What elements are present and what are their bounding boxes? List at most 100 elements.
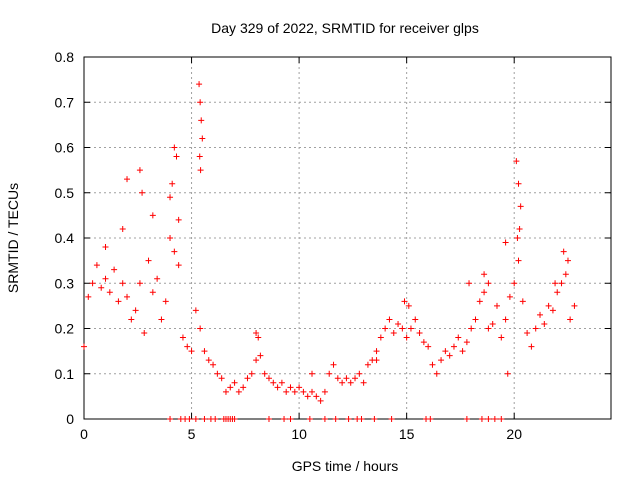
y-tick-label: 0.4	[55, 230, 75, 246]
data-point	[442, 348, 449, 355]
data-point	[459, 348, 466, 355]
data-point	[98, 284, 105, 291]
data-point	[455, 334, 462, 341]
y-tick-label: 0.8	[55, 49, 75, 65]
y-tick-label: 0.3	[55, 275, 75, 291]
data-point	[502, 239, 509, 246]
data-point	[463, 339, 470, 346]
data-point	[433, 370, 440, 377]
chart-title: Day 329 of 2022, SRMTID for receiver glp…	[211, 20, 479, 36]
data-point	[309, 370, 316, 377]
x-tick-label: 20	[506, 426, 522, 442]
data-point	[291, 388, 298, 395]
data-point	[171, 248, 178, 255]
data-point	[231, 416, 238, 422]
data-point	[167, 416, 174, 422]
data-point	[235, 388, 242, 395]
data-point	[373, 348, 380, 355]
data-point	[416, 330, 423, 337]
data-point	[564, 257, 571, 264]
data-point	[274, 384, 281, 391]
data-point	[513, 158, 520, 165]
data-point	[192, 416, 199, 422]
data-point	[450, 343, 457, 350]
data-point	[255, 334, 262, 341]
data-point	[364, 361, 371, 368]
data-point	[358, 416, 365, 422]
data-point	[300, 388, 307, 395]
data-point	[347, 379, 354, 386]
data-point	[231, 379, 238, 386]
data-point	[197, 167, 204, 174]
data-point	[210, 361, 217, 368]
data-point	[296, 384, 303, 391]
data-point	[244, 375, 251, 382]
data-point	[119, 280, 126, 287]
data-point	[175, 262, 182, 269]
data-point	[154, 275, 161, 282]
data-point	[332, 416, 339, 422]
data-point	[158, 316, 165, 323]
data-point	[198, 117, 205, 124]
data-point	[552, 280, 559, 287]
y-tick-label: 0	[66, 411, 74, 427]
data-point	[468, 325, 475, 332]
data-point	[89, 280, 96, 287]
data-point	[491, 416, 498, 422]
data-point	[124, 293, 131, 300]
y-tick-label: 0.7	[55, 94, 75, 110]
x-tick-label: 0	[80, 426, 88, 442]
data-point	[192, 307, 199, 314]
axis-ticks: 0 5 10 15 20 0 0.1 0.2 0.3 0.4 0.5 0.6 0.7 0.8	[55, 49, 611, 442]
data-point	[498, 334, 505, 341]
data-point	[371, 416, 378, 422]
data-point	[356, 370, 363, 377]
data-point	[481, 271, 488, 278]
data-point	[463, 416, 470, 422]
data-point	[115, 298, 122, 305]
data-point	[360, 379, 367, 386]
data-point	[429, 361, 436, 368]
data-point	[141, 330, 148, 337]
data-point	[330, 361, 337, 368]
data-point	[214, 370, 221, 377]
data-point	[558, 280, 565, 287]
data-point	[261, 370, 268, 377]
data-point	[466, 280, 473, 287]
data-point	[373, 357, 380, 364]
data-point	[205, 357, 212, 364]
data-point	[124, 176, 131, 183]
data-point	[478, 416, 485, 422]
data-point	[248, 370, 255, 377]
data-point	[554, 289, 561, 296]
data-point	[287, 384, 294, 391]
data-point	[321, 388, 328, 395]
data-point	[197, 99, 204, 106]
data-point	[173, 153, 180, 160]
x-tick-label: 15	[399, 426, 415, 442]
data-point	[427, 416, 434, 422]
data-point	[265, 375, 272, 382]
data-point	[278, 379, 285, 386]
data-point	[184, 343, 191, 350]
data-point	[227, 384, 234, 391]
data-point	[162, 298, 169, 305]
data-point	[560, 248, 567, 255]
data-point	[339, 379, 346, 386]
data-point	[102, 275, 109, 282]
data-point	[493, 302, 500, 309]
data-point	[511, 280, 518, 287]
data-point	[377, 334, 384, 341]
data-point	[537, 311, 544, 318]
data-point	[498, 416, 505, 422]
data-point	[502, 316, 509, 323]
data-point	[515, 257, 522, 264]
data-point	[149, 289, 156, 296]
y-tick-label: 0.1	[55, 366, 75, 382]
y-tick-label: 0.6	[55, 140, 75, 156]
data-point	[111, 266, 118, 273]
data-point	[93, 262, 100, 269]
data-point	[407, 325, 414, 332]
data-point	[106, 289, 113, 296]
